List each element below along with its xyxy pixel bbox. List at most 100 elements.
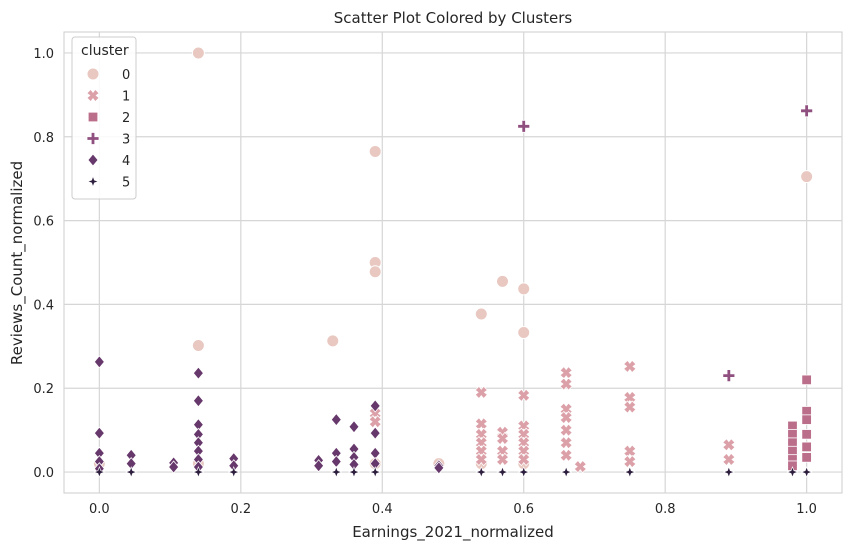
data-point (801, 374, 812, 386)
legend-label: 3 (122, 133, 130, 148)
data-point (93, 426, 105, 440)
x-axis-title: Earnings_2021_normalized (352, 523, 554, 542)
data-point (801, 414, 812, 425)
y-tick-label: 1.0 (33, 47, 54, 62)
data-point (496, 274, 510, 288)
series-5 (93, 465, 813, 479)
data-point (517, 465, 530, 479)
series-0 (92, 46, 814, 471)
data-point (495, 452, 510, 467)
y-tick-label: 0.4 (33, 298, 54, 313)
data-point (623, 454, 637, 469)
data-point (369, 465, 382, 479)
series-3 (517, 104, 814, 383)
data-point (559, 377, 573, 391)
legend-item-1: 1 (86, 88, 130, 105)
data-point (496, 465, 509, 479)
data-point (801, 441, 812, 453)
data-point (623, 390, 637, 405)
legend-marker (87, 153, 99, 167)
data-point (348, 420, 360, 434)
data-point (192, 465, 205, 479)
data-point (722, 438, 736, 452)
y-tick-label: 0.0 (33, 466, 54, 481)
data-point (559, 410, 573, 425)
data-point (517, 325, 531, 339)
x-tick-label: 0.6 (513, 502, 534, 517)
x-tick-label: 0.2 (230, 502, 251, 517)
data-point (559, 436, 573, 450)
y-tick-label: 0.2 (33, 382, 54, 397)
data-point (227, 465, 240, 479)
data-points (92, 46, 814, 479)
data-point (801, 429, 812, 440)
data-point (313, 459, 325, 473)
data-point (330, 465, 343, 479)
data-point (93, 465, 106, 479)
legend-marker (86, 132, 100, 145)
legend-label: 0 (122, 68, 130, 83)
data-point (786, 465, 799, 479)
x-tick-label: 0.8 (655, 502, 676, 517)
legend-item-2: 2 (87, 111, 130, 126)
legend-marker (87, 111, 99, 123)
data-point (559, 423, 573, 437)
data-point (369, 399, 381, 413)
data-point (168, 460, 180, 474)
data-point (517, 452, 531, 467)
data-point (433, 461, 445, 475)
y-tick-label: 0.8 (33, 131, 54, 146)
data-point (517, 282, 531, 296)
legend-item-4: 4 (87, 153, 130, 169)
data-point (559, 448, 573, 462)
data-point (93, 355, 105, 369)
legend-title: cluster (81, 43, 129, 59)
data-point (623, 400, 637, 414)
y-axis-ticks: 0.0 0.2 0.4 0.6 0.8 1.0 (33, 47, 54, 481)
data-point (623, 465, 636, 479)
legend-label: 2 (122, 111, 130, 126)
data-point (559, 366, 573, 380)
data-point (800, 465, 813, 479)
legend-item-0: 0 (86, 67, 130, 83)
y-tick-label: 0.6 (33, 215, 54, 230)
data-point (475, 465, 488, 479)
chart-title: Scatter Plot Colored by Clusters (334, 9, 573, 27)
x-axis-ticks: 0.0 0.2 0.4 0.6 0.8 1.0 (89, 502, 817, 517)
data-point (623, 444, 637, 458)
data-point (330, 413, 342, 427)
data-point (347, 465, 361, 479)
data-point (722, 369, 736, 383)
data-point (623, 359, 637, 374)
data-point (369, 426, 381, 440)
data-point (722, 465, 735, 479)
legend-marker (86, 67, 100, 81)
data-point (474, 385, 488, 400)
data-point (800, 170, 814, 184)
data-point (474, 307, 488, 321)
data-point (495, 431, 510, 446)
data-point (326, 334, 340, 348)
legend-label: 1 (122, 90, 130, 105)
data-point (474, 417, 488, 431)
data-point (125, 465, 138, 479)
legend-item-5: 5 (86, 175, 130, 191)
legend: cluster 0 1 2 3 4 5 (71, 36, 137, 200)
data-point (517, 119, 531, 133)
data-point (800, 104, 814, 118)
legend-label: 4 (122, 154, 130, 169)
legend-label: 5 (122, 176, 130, 191)
data-point (560, 465, 573, 479)
legend-item-3: 3 (86, 132, 130, 148)
data-point (368, 144, 382, 158)
legend-marker (86, 88, 100, 103)
x-tick-label: 0.4 (372, 502, 393, 517)
data-point (368, 415, 382, 429)
x-tick-label: 0.0 (89, 502, 110, 517)
data-point (474, 452, 488, 467)
data-point (192, 394, 204, 408)
data-point (573, 459, 588, 474)
data-point (192, 366, 204, 380)
y-axis-title: Reviews_Count_normalized (8, 161, 27, 365)
